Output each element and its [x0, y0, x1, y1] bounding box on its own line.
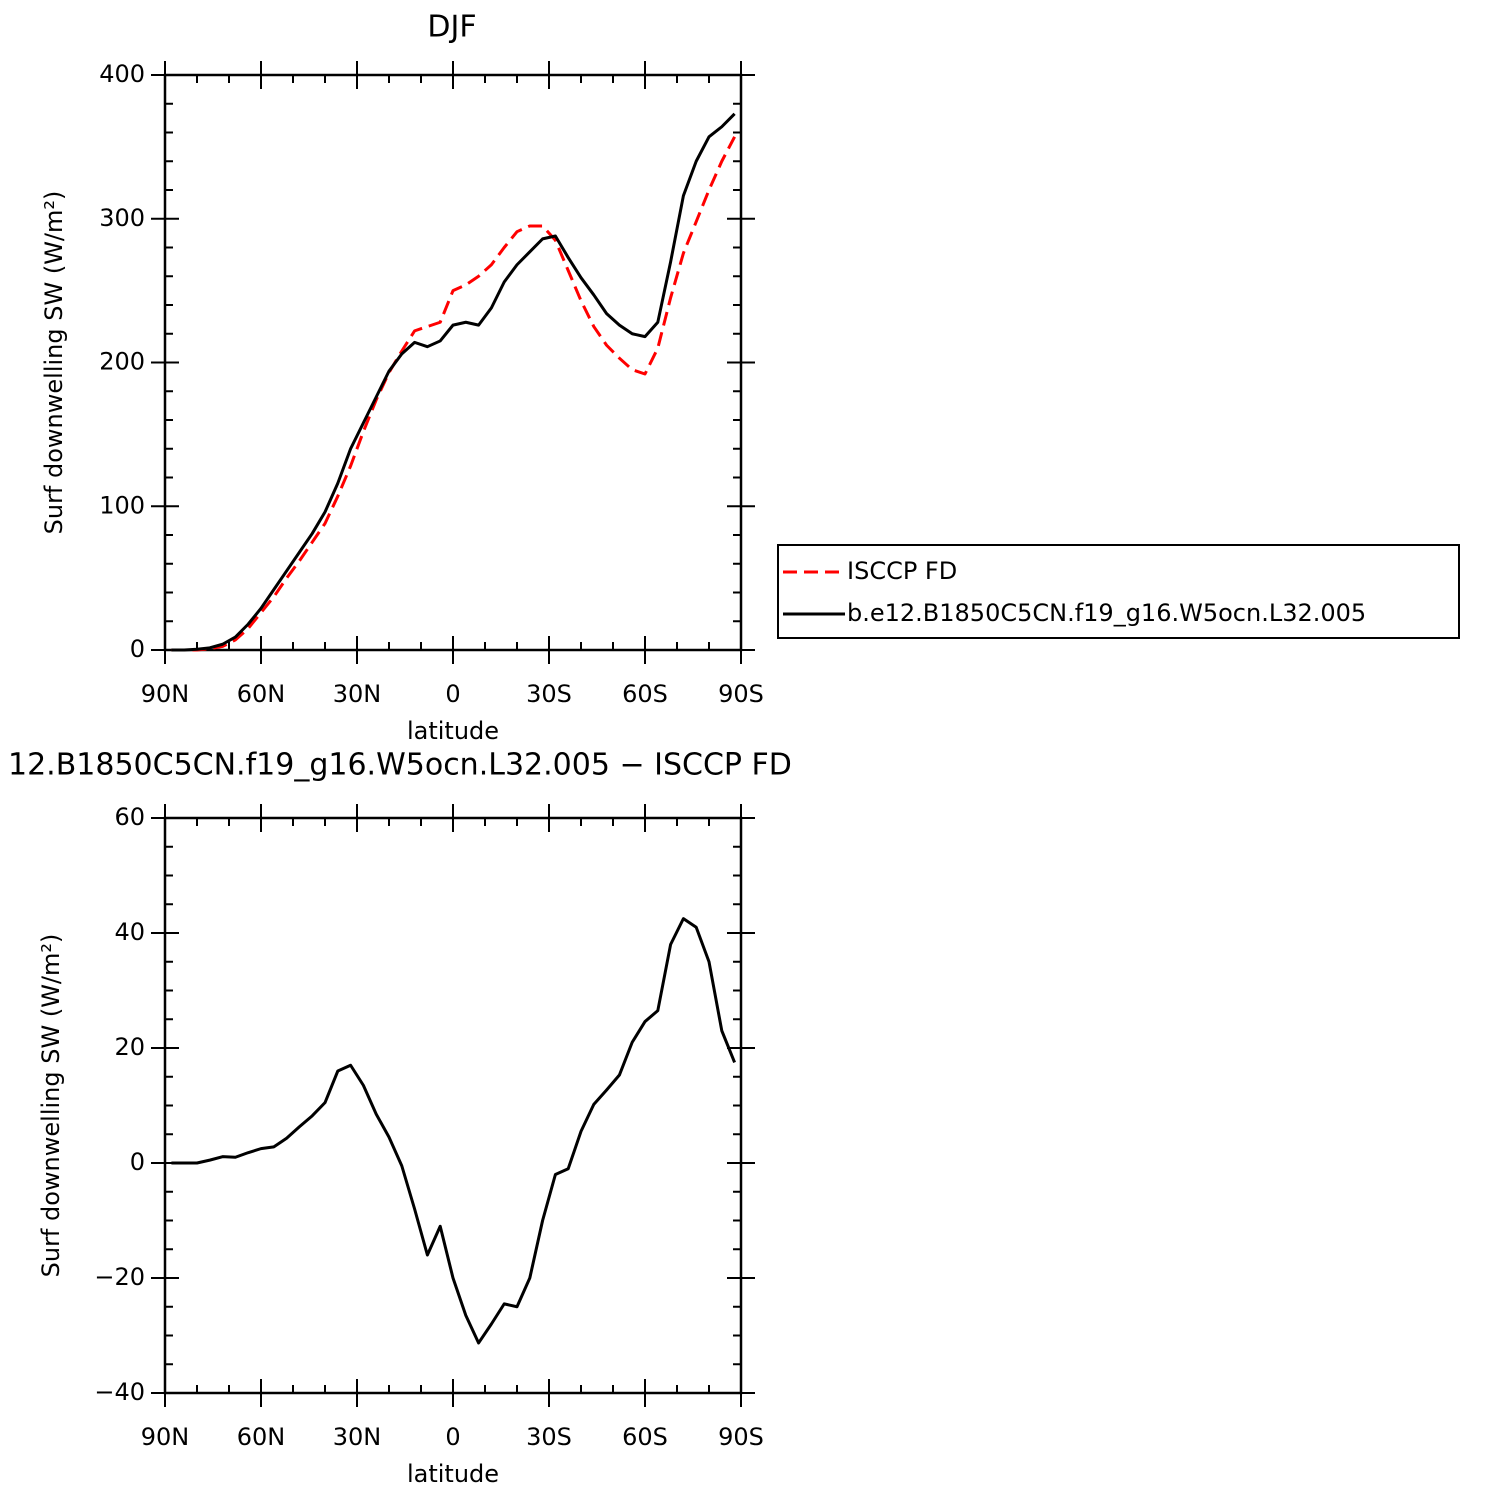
- chart-title: DJF: [427, 10, 476, 45]
- plot-frame: [163, 816, 743, 1395]
- legend-box: [777, 544, 1460, 639]
- y-tick-label: 100: [99, 491, 145, 519]
- x-tick-label: 90N: [141, 680, 190, 708]
- x-tick-label: 30N: [333, 680, 382, 708]
- x-tick-label: 30S: [526, 680, 572, 708]
- y-tick-label: 40: [114, 918, 145, 946]
- x-tick-label: 90N: [141, 1423, 190, 1451]
- legend-label: b.e12.B1850C5CN.f19_g16.W5ocn.L32.005: [847, 599, 1366, 627]
- y-tick-label: 400: [99, 60, 145, 88]
- legend-label: ISCCP FD: [847, 557, 957, 585]
- y-tick-label: 60: [114, 803, 145, 831]
- x-axis-label: latitude: [407, 1460, 499, 1488]
- x-tick-label: 60S: [622, 680, 668, 708]
- y-tick-label: 300: [99, 204, 145, 232]
- x-tick-label: 60S: [622, 1423, 668, 1451]
- y-tick-label: −20: [94, 1263, 145, 1291]
- x-tick-label: 0: [445, 680, 460, 708]
- data-line: [171, 917, 736, 1345]
- y-tick-label: 0: [130, 1148, 145, 1176]
- x-tick-label: 60N: [237, 1423, 286, 1451]
- x-axis-label: latitude: [407, 717, 499, 745]
- data-line: [171, 112, 736, 652]
- y-tick-label: 20: [114, 1033, 145, 1061]
- y-tick-label: −40: [94, 1378, 145, 1406]
- x-tick-label: 60N: [237, 680, 286, 708]
- y-tick-label: 0: [130, 635, 145, 663]
- x-tick-label: 0: [445, 1423, 460, 1451]
- x-tick-label: 90S: [718, 680, 764, 708]
- data-line: [171, 136, 736, 652]
- x-tick-label: 30S: [526, 1423, 572, 1451]
- y-axis-label: Surf downwelling SW (W/m²): [40, 191, 68, 535]
- chart-title: 12.B1850C5CN.f19_g16.W5ocn.L32.005 − ISC…: [8, 748, 792, 783]
- x-tick-label: 90S: [718, 1423, 764, 1451]
- plot-frame: [163, 73, 743, 652]
- x-tick-label: 30N: [333, 1423, 382, 1451]
- y-tick-label: 200: [99, 348, 145, 376]
- y-axis-label: Surf downwelling SW (W/m²): [37, 934, 65, 1278]
